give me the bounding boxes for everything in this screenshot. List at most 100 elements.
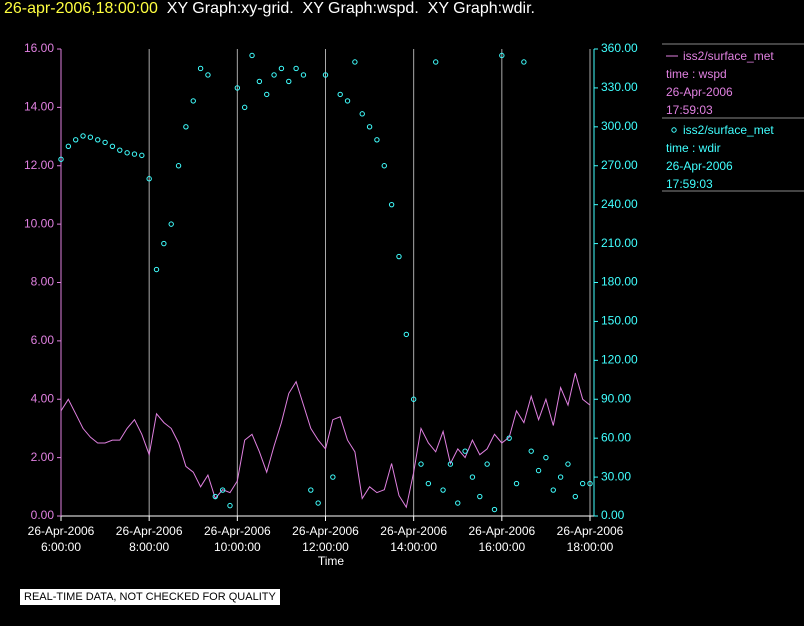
wdir-point	[175, 163, 182, 169]
wdir-point	[403, 331, 410, 338]
wdir-point	[359, 111, 365, 117]
y-tick-label: 2.00	[31, 450, 55, 464]
wdir-point	[396, 253, 402, 260]
wdir-point	[344, 98, 351, 104]
chart-title: XY Graph:xy-grid. XY Graph:wspd. XY Grap…	[166, 0, 535, 17]
wdir-point	[315, 500, 321, 506]
title-time: 26-apr-2006,18:00:00	[4, 0, 158, 17]
wdir-point	[491, 506, 498, 513]
legend-detail: time : wdir	[666, 141, 721, 155]
x-tick-label: 26-Apr-2006 16:00:00	[468, 524, 536, 554]
wspd-line	[60, 372, 591, 509]
wdir-point	[153, 266, 160, 273]
wdir-point	[271, 72, 277, 78]
wdir-point	[278, 65, 285, 72]
wdir-point	[388, 201, 395, 208]
wdir-point	[579, 480, 586, 487]
legend-detail: 17:59:03	[666, 103, 713, 117]
wdir-point	[374, 137, 380, 143]
y-tick-label: 4.00	[31, 391, 55, 405]
wdir-point	[543, 454, 549, 461]
legend-detail: time : wspd	[666, 67, 727, 81]
wdir-point	[572, 493, 579, 500]
wdir-point	[139, 152, 145, 159]
y-tick-label: 16.00	[24, 41, 54, 55]
title-bar: 26-apr-2006,18:00:00 XY Graph:xy-grid. X…	[4, 0, 535, 18]
wdir-point	[124, 150, 130, 156]
wdir-point	[410, 396, 417, 402]
wdir-point	[95, 137, 101, 143]
x-tick-label: 26-Apr-2006 6:00:00	[27, 524, 95, 554]
wdir-point	[183, 124, 189, 130]
legend-marker	[671, 127, 677, 133]
wdir-point	[219, 487, 226, 493]
wdir-point	[286, 78, 292, 85]
y2-tick-label: 300.00	[601, 119, 638, 133]
legend-detail: 26-Apr-2006	[666, 85, 733, 99]
wdir-point	[587, 480, 593, 487]
y2-tick-label: 150.00	[601, 314, 638, 328]
quality-note: REAL-TIME DATA, NOT CHECKED FOR QUALITY	[20, 589, 280, 605]
wdir-point	[381, 163, 387, 169]
wdir-point	[109, 143, 116, 149]
y2-tick-label: 90.00	[601, 391, 631, 405]
y-tick-label: 10.00	[24, 216, 54, 230]
y2-tick-label: 330.00	[601, 80, 638, 94]
x-axis-label: Time	[318, 554, 345, 568]
legend-detail: 26-Apr-2006	[666, 159, 733, 173]
y2-tick-label: 60.00	[601, 430, 631, 444]
wdir-point	[455, 500, 461, 506]
wdir-point	[300, 72, 307, 78]
wdir-point	[477, 493, 483, 500]
wdir-point	[72, 137, 79, 143]
wdir-point	[234, 85, 241, 91]
wdir-point	[535, 467, 542, 474]
wdir-point	[440, 487, 446, 493]
wdir-point	[352, 59, 358, 65]
wdir-point	[227, 502, 233, 509]
y-tick-label: 6.00	[31, 333, 55, 347]
wdir-point	[102, 139, 108, 146]
wdir-point	[212, 493, 218, 500]
wdir-point	[418, 461, 424, 467]
wdir-point	[513, 480, 520, 487]
wdir-point	[65, 143, 72, 149]
legend-detail: 17:59:03	[666, 177, 713, 191]
wdir-point	[322, 72, 329, 78]
x-tick-label: 26-Apr-2006 18:00:00	[556, 524, 624, 554]
wdir-point	[462, 448, 468, 454]
wdir-point	[146, 176, 152, 182]
wdir-point	[308, 487, 314, 493]
wdir-point	[241, 104, 248, 111]
wdir-point	[528, 448, 534, 454]
wdir-point	[330, 474, 336, 480]
wdir-point	[249, 52, 255, 59]
wdir-point	[87, 134, 94, 140]
y2-tick-label: 360.00	[601, 41, 638, 55]
y2-tick-label: 270.00	[601, 158, 638, 172]
legend-name: iss2/surface_met	[683, 123, 774, 137]
y2-tick-label: 0.00	[601, 508, 625, 522]
x-tick-label: 26-Apr-2006 8:00:00	[115, 524, 183, 554]
wdir-point	[499, 52, 505, 59]
y-tick-label: 14.00	[24, 100, 54, 114]
y2-tick-label: 120.00	[601, 353, 638, 367]
wdir-point	[337, 91, 343, 98]
x-tick-label: 26-Apr-2006 10:00:00	[203, 524, 271, 554]
x-tick-label: 26-Apr-2006 12:00:00	[292, 524, 359, 554]
x-tick-label: 26-Apr-2006 14:00:00	[380, 524, 448, 554]
wdir-point	[484, 461, 490, 467]
wdir-point	[161, 240, 167, 247]
wdir-point	[205, 72, 211, 78]
wdir-point	[256, 78, 263, 85]
wdir-point	[197, 65, 204, 72]
wdir-point	[168, 221, 174, 227]
wdir-point	[190, 98, 196, 104]
wdir-point	[565, 461, 571, 467]
y2-tick-label: 210.00	[601, 236, 638, 250]
wdir-point	[557, 474, 564, 480]
wdir-point	[293, 65, 299, 72]
legend-name: iss2/surface_met	[683, 49, 774, 63]
wdir-point	[550, 487, 556, 493]
